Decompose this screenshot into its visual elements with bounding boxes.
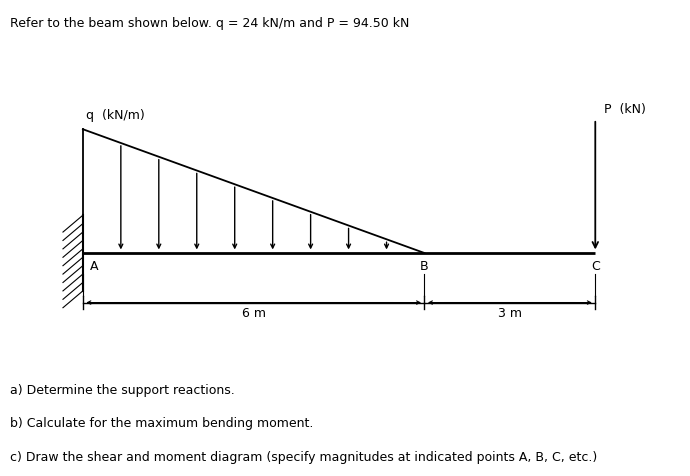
Text: Refer to the beam shown below. q = 24 kN/m and P = 94.50 kN: Refer to the beam shown below. q = 24 kN… [10, 17, 410, 30]
Text: B: B [420, 259, 428, 272]
Text: b) Calculate for the maximum bending moment.: b) Calculate for the maximum bending mom… [10, 416, 314, 429]
Text: 6 m: 6 m [241, 307, 266, 319]
Text: q  (kN/m): q (kN/m) [86, 109, 144, 122]
Text: A: A [90, 259, 98, 272]
Text: C: C [591, 259, 600, 272]
Text: P  (kN): P (kN) [604, 103, 646, 116]
Text: a) Determine the support reactions.: a) Determine the support reactions. [10, 383, 235, 396]
Text: c) Draw the shear and moment diagram (specify magnitudes at indicated points A, : c) Draw the shear and moment diagram (sp… [10, 450, 598, 463]
Text: 3 m: 3 m [498, 307, 522, 319]
